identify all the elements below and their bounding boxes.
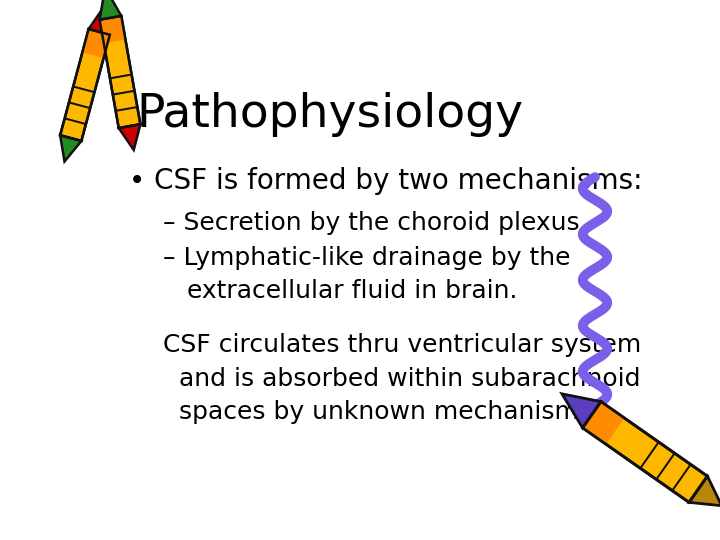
Polygon shape	[582, 402, 624, 444]
Polygon shape	[73, 85, 95, 93]
Polygon shape	[82, 29, 110, 58]
Polygon shape	[68, 102, 91, 109]
Polygon shape	[115, 106, 138, 112]
Text: • CSF is formed by two mechanisms:: • CSF is formed by two mechanisms:	[129, 167, 642, 195]
Polygon shape	[99, 16, 140, 128]
Polygon shape	[109, 73, 132, 79]
Polygon shape	[64, 117, 86, 125]
Polygon shape	[689, 476, 720, 505]
Polygon shape	[99, 0, 121, 20]
Polygon shape	[99, 16, 125, 44]
Polygon shape	[639, 442, 660, 469]
Text: spaces by unknown mechanism.: spaces by unknown mechanism.	[163, 400, 586, 424]
Text: Pathophysiology: Pathophysiology	[136, 92, 523, 137]
Polygon shape	[582, 402, 708, 502]
Polygon shape	[655, 453, 675, 480]
Polygon shape	[60, 136, 81, 161]
Text: and is absorbed within subarachnoid: and is absorbed within subarachnoid	[163, 367, 640, 391]
Polygon shape	[60, 29, 110, 141]
Polygon shape	[562, 394, 601, 428]
Polygon shape	[112, 90, 135, 96]
Text: CSF circulates thru ventricular system: CSF circulates thru ventricular system	[163, 334, 641, 357]
Polygon shape	[672, 464, 691, 491]
Text: – Lymphatic-like drainage by the: – Lymphatic-like drainage by the	[163, 246, 570, 270]
Text: extracellular fluid in brain.: extracellular fluid in brain.	[163, 279, 517, 303]
Polygon shape	[89, 2, 110, 35]
Polygon shape	[119, 124, 140, 150]
Text: – Secretion by the choroid plexus,: – Secretion by the choroid plexus,	[163, 211, 588, 235]
